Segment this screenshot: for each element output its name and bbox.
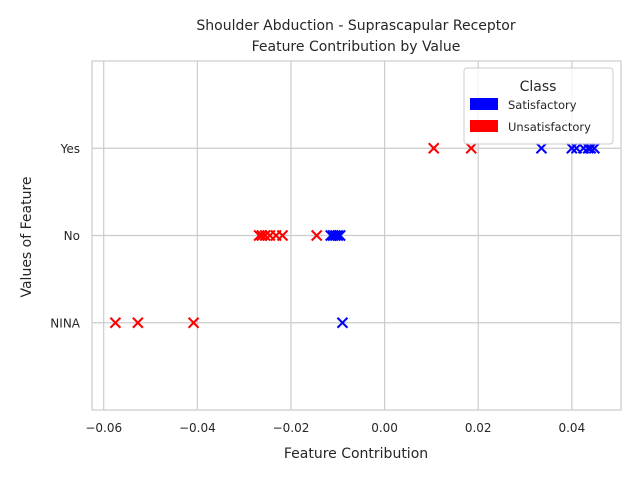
- y-axis-label: Values of Feature: [19, 176, 35, 297]
- y-tick-label: NINA: [50, 316, 80, 330]
- x-tick-labels: −0.06 −0.04 −0.02 0.00 0.02 0.04: [85, 421, 585, 435]
- y-tick-labels: NINA No Yes: [50, 142, 80, 331]
- x-tick-label: −0.02: [273, 421, 310, 435]
- data-point-satisfactory: [332, 229, 344, 242]
- x-axis-label: Feature Contribution: [284, 446, 428, 462]
- data-markers: [109, 142, 601, 329]
- data-point-satisfactory: [329, 229, 342, 242]
- data-point-satisfactory: [588, 142, 601, 154]
- data-point-unsatisfactory: [428, 142, 440, 154]
- chart-title: Shoulder Abduction - Suprascapular Recep…: [196, 18, 515, 34]
- grid-lines: [92, 61, 621, 410]
- legend-swatch-unsatisfactory: [470, 120, 498, 132]
- data-point-satisfactory: [336, 317, 349, 329]
- data-point-unsatisfactory: [109, 317, 122, 329]
- data-point-unsatisfactory: [276, 229, 289, 242]
- x-tick-label: −0.04: [179, 421, 216, 435]
- x-tick-label: 0.02: [465, 421, 492, 435]
- data-point-unsatisfactory: [187, 317, 200, 329]
- data-point-satisfactory: [584, 142, 597, 154]
- legend-swatch-satisfactory: [470, 98, 498, 110]
- chart-subtitle: Feature Contribution by Value: [252, 39, 461, 55]
- legend-title: Class: [520, 79, 557, 95]
- legend-label-satisfactory: Satisfactory: [508, 98, 577, 112]
- data-point-unsatisfactory: [259, 229, 271, 242]
- data-point-unsatisfactory: [132, 317, 144, 329]
- legend-box: [463, 67, 614, 145]
- data-point-satisfactory: [334, 229, 346, 242]
- legend-label-unsatisfactory: Unsatisfactory: [508, 120, 591, 134]
- data-point-satisfactory: [535, 142, 548, 154]
- data-point-unsatisfactory: [311, 229, 323, 242]
- y-tick-label: No: [64, 229, 80, 243]
- data-point-unsatisfactory: [465, 142, 477, 154]
- x-tick-label: −0.06: [85, 421, 122, 435]
- legend: Class Satisfactory Unsatisfactory: [463, 67, 614, 145]
- data-point-satisfactory: [566, 142, 578, 154]
- x-tick-label: 0.04: [558, 421, 585, 435]
- y-tick-label: Yes: [60, 142, 80, 156]
- x-tick-label: 0.00: [371, 421, 398, 435]
